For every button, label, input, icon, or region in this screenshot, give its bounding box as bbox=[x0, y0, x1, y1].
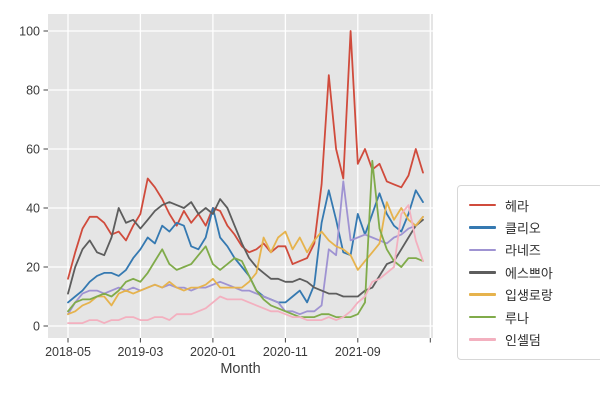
x-axis-title: Month bbox=[220, 361, 261, 377]
y-tick-label: 100 bbox=[19, 24, 40, 38]
series-line-yves-saint-laurent bbox=[67, 201, 424, 316]
x-tick-label: 2020-11 bbox=[263, 345, 308, 359]
legend-label-clio: 클리오 bbox=[505, 221, 541, 237]
series-line-clio bbox=[67, 189, 424, 304]
y-tick-label: 40 bbox=[26, 201, 40, 215]
legend-swatch-laneige bbox=[469, 248, 496, 252]
legend-swatch-yves-saint-laurent bbox=[469, 293, 496, 297]
legend-swatch-luna bbox=[469, 315, 496, 319]
series-line-luna bbox=[67, 159, 424, 319]
legend-swatch-incellderm bbox=[469, 338, 496, 341]
legend-item-yves-saint-laurent: 입생로랑 bbox=[469, 284, 593, 306]
y-tick-label: 0 bbox=[33, 319, 40, 333]
y-tick-label: 60 bbox=[26, 142, 40, 156]
legend-item-incellderm: 인셀덤 bbox=[469, 328, 593, 350]
y-tick-label: 80 bbox=[26, 83, 40, 97]
series-line-incellderm bbox=[67, 204, 424, 325]
legend-swatch-clio bbox=[469, 226, 496, 229]
x-tick-label: 2019-03 bbox=[117, 345, 163, 359]
legend-item-luna: 루나 bbox=[469, 306, 593, 328]
legend-label-espoir: 에스쁘아 bbox=[505, 265, 553, 281]
y-tick-label: 20 bbox=[26, 260, 40, 274]
legend-label-laneige: 라네즈 bbox=[505, 243, 541, 259]
legend-item-hera: 헤라 bbox=[469, 194, 593, 216]
x-tick-label: 2018-05 bbox=[45, 345, 91, 359]
legend-label-yves-saint-laurent: 입생로랑 bbox=[505, 288, 553, 304]
legend-label-luna: 루나 bbox=[505, 310, 529, 326]
legend-swatch-hera bbox=[469, 203, 496, 207]
legend-item-clio: 클리오 bbox=[469, 216, 593, 238]
series-line-espoir bbox=[67, 198, 424, 298]
series-line-laneige bbox=[67, 180, 424, 316]
legend-label-incellderm: 인셀덤 bbox=[505, 333, 541, 349]
legend-label-hera: 헤라 bbox=[505, 198, 529, 214]
legend-item-espoir: 에스쁘아 bbox=[469, 261, 593, 283]
legend-item-laneige: 라네즈 bbox=[469, 239, 593, 261]
x-tick-label: 2020-01 bbox=[190, 345, 236, 359]
x-tick-label: 2021-09 bbox=[335, 345, 381, 359]
plot-area bbox=[48, 14, 433, 338]
legend-swatch-espoir bbox=[469, 271, 496, 274]
